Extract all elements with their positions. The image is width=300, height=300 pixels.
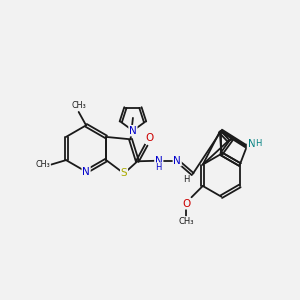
- Text: N: N: [173, 156, 181, 166]
- Text: H: H: [255, 139, 261, 148]
- Text: N: N: [82, 167, 90, 177]
- Text: H: H: [156, 163, 162, 172]
- Text: N: N: [248, 139, 255, 149]
- Text: O: O: [182, 199, 190, 209]
- Text: N: N: [129, 126, 137, 136]
- Text: S: S: [121, 169, 127, 178]
- Text: CH₃: CH₃: [35, 160, 50, 169]
- Text: CH₃: CH₃: [179, 217, 194, 226]
- Text: CH₃: CH₃: [71, 101, 86, 110]
- Text: H: H: [183, 175, 189, 184]
- Text: N: N: [155, 156, 163, 166]
- Text: O: O: [146, 134, 154, 143]
